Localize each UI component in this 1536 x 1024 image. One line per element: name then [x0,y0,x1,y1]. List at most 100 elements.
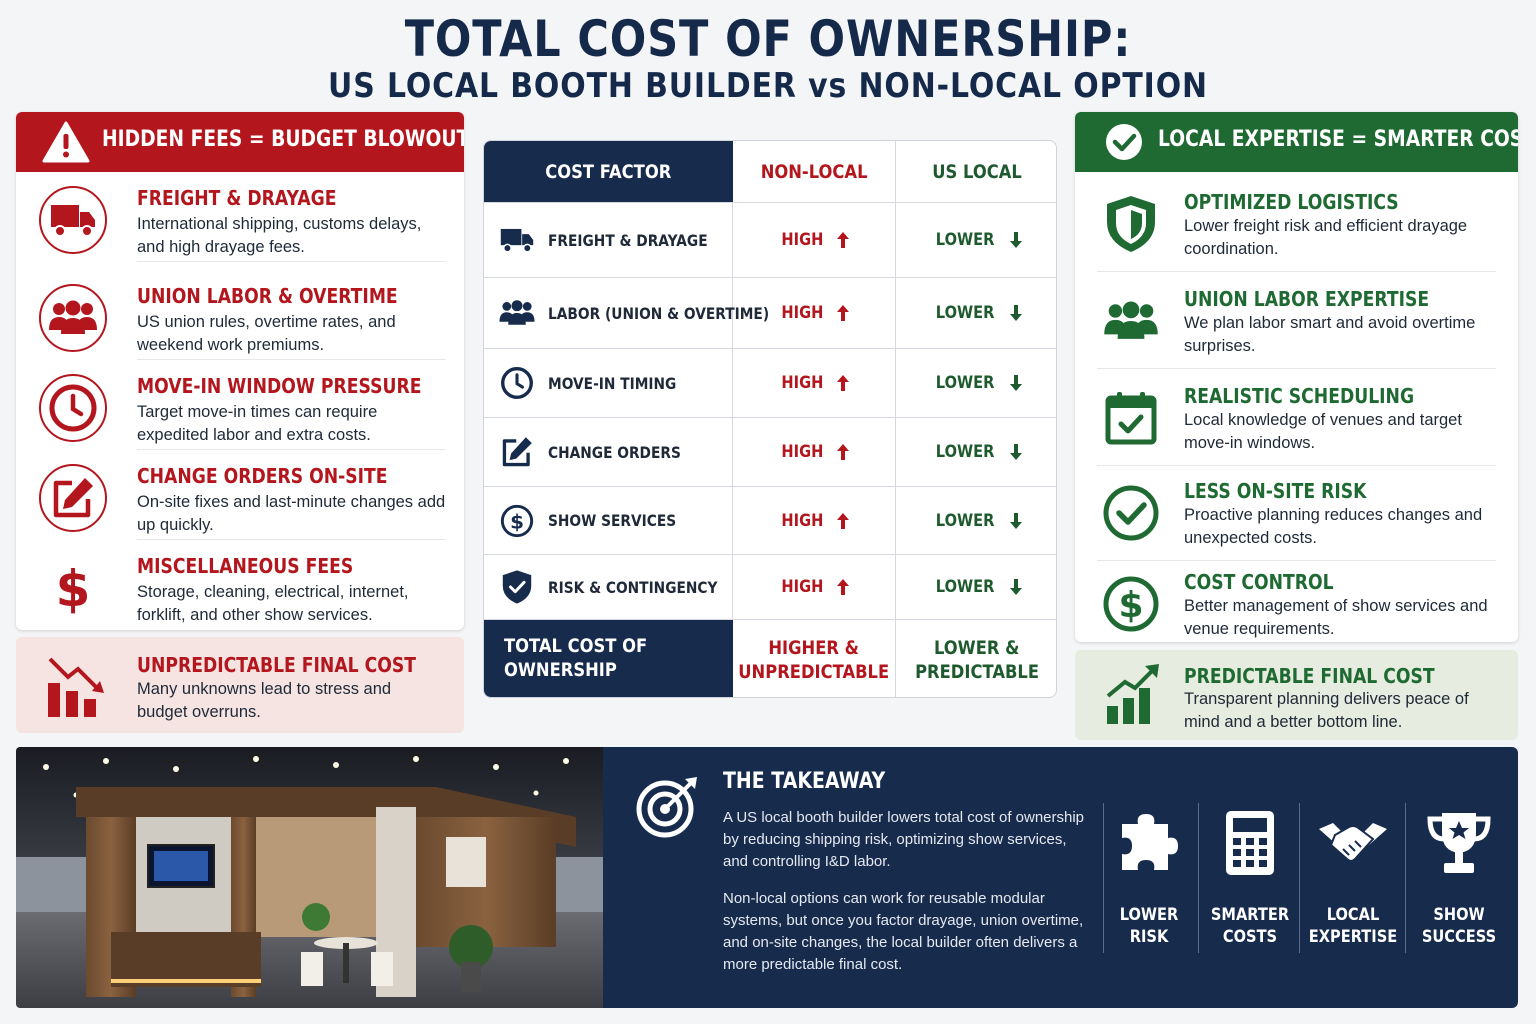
us-local-value: LOWER [935,577,995,597]
hidden-fees-header-text: HIDDEN FEES = BUDGET BLOWOUT [102,127,464,152]
chart-up-icon [1106,664,1159,724]
shield-check-icon [498,569,536,605]
non-local-value: HIGH [781,577,823,597]
arrow-up-icon [837,579,850,595]
header-us-local: US LOCAL [932,160,1022,183]
warning-icon [42,121,90,163]
list-item: FREIGHT & DRAYAGE International shipping… [16,172,464,262]
arrow-up-icon [837,512,850,529]
local-expertise-panel: LOCAL EXPERTISE = SMARTER COST OPTIMIZED… [1075,112,1518,642]
item-desc: Many unknowns lead to stress and budget … [137,680,392,721]
dollar-icon: $ [56,560,91,616]
people-icon [498,295,536,331]
badge-local-expertise: LOCAL EXPERTISE [1301,802,1405,952]
table-row: RISK & CONTINGENCY HIGH LOWER [484,555,1056,620]
row-label: MOVE-IN TIMING [548,373,677,393]
list-item: REALISTIC SCHEDULING Local knowledge of … [1075,374,1518,466]
takeaway-title: THE TAKEAWAY [723,769,886,794]
row-label: RISK & CONTINGENCY [548,577,718,597]
item-title: COST CONTROL [1184,570,1334,594]
calendar-check-icon [1105,392,1157,445]
non-local-value: HIGH [781,442,823,462]
predictable-cost-box: PREDICTABLE FINAL COST Transparent plann… [1075,650,1518,740]
arrow-up-icon [837,232,850,248]
page-subtitle: US LOCAL BOOTH BUILDER vs NON-LOCAL OPTI… [328,66,1208,106]
us-local-value: LOWER [935,510,995,531]
page-title: TOTAL COST OF OWNERSHIP: [404,10,1132,68]
local-expertise-header: LOCAL EXPERTISE = SMARTER COST [1075,112,1518,172]
badge-label: SHOW SUCCESS [1421,905,1497,947]
item-desc: International shipping, customs delays, … [137,215,422,256]
total-us-local: LOWER & [934,636,1020,659]
table-row: CHANGE ORDERS HIGH LOWER [484,418,1056,487]
clock-icon [498,365,536,401]
item-desc: Local knowledge of venues and target mov… [1184,411,1462,452]
table-header-row: COST FACTOR NON-LOCAL US LOCAL [484,141,1056,203]
total-row: TOTAL COST OF OWNERSHIP HIGHER & UNPREDI… [484,620,1056,697]
hidden-fees-header: HIDDEN FEES = BUDGET BLOWOUT [16,112,464,172]
non-local-value: HIGH [781,230,823,250]
takeaway-paragraph-2: Non-local options can work for reusable … [723,890,1084,973]
item-title: UNPREDICTABLE FINAL COST [137,653,416,677]
svg-text:$: $ [510,510,524,533]
item-title: LESS ON-SITE RISK [1184,479,1367,503]
list-item: $ COST CONTROL Better management of show… [1075,560,1518,642]
svg-text:$: $ [1118,585,1143,626]
truck-icon [51,205,95,237]
arrow-down-icon [1010,579,1023,595]
item-desc: On-site fixes and last-minute changes ad… [137,493,446,534]
unpredictable-cost-box: UNPREDICTABLE FINAL COST Many unknowns l… [16,637,464,733]
list-item: MOVE-IN WINDOW PRESSURE Target move-in t… [16,360,464,450]
item-title: UNION LABOR & OVERTIME [137,284,398,308]
arrow-down-icon [1010,232,1023,248]
total-label-2: OWNERSHIP [504,659,617,681]
check-circle-icon [1103,485,1159,541]
clock-icon [49,384,97,432]
cost-comparison-table: COST FACTOR NON-LOCAL US LOCAL FREIGHT &… [483,140,1057,698]
row-label: SHOW SERVICES [548,511,677,530]
truck-icon [498,222,536,258]
dollar-icon: $ [1103,576,1159,632]
takeaway-paragraph-1: A US local booth builder lowers total co… [723,809,1085,870]
booth-photo [16,747,603,1008]
item-desc: Target move-in times can require expedit… [137,403,378,444]
arrow-up-icon [837,305,850,321]
badge-label: SMARTER COSTS [1210,905,1290,947]
list-item: $ MISCELLANEOUS FEES Storage, cleaning, … [16,540,464,630]
badge-lower-risk: LOWER RISK [1097,802,1201,952]
table-row: MOVE-IN TIMING HIGH LOWER [484,349,1056,418]
badge-smarter-costs: SMARTER COSTS [1198,802,1302,952]
list-item: LESS ON-SITE RISK Proactive planning red… [1075,469,1518,561]
table-row: $ SHOW SERVICES HIGH LOWER [484,487,1056,555]
list-item: UNION LABOR & OVERTIME US union rules, o… [16,270,464,360]
item-title: OPTIMIZED LOGISTICS [1184,190,1399,214]
handshake-icon [1319,823,1387,862]
shield-icon [1107,196,1155,252]
arrow-down-icon [1010,375,1023,391]
badge-label: LOCAL EXPERTISE [1308,905,1398,947]
item-desc: US union rules, overtime rates, and week… [137,313,396,354]
puzzle-icon [1122,814,1178,870]
us-local-value: LOWER [935,303,995,323]
item-desc: Transparent planning delivers peace of m… [1184,690,1469,731]
chart-down-icon [48,657,104,717]
us-local-value: LOWER [935,442,995,462]
people-icon [1104,301,1158,339]
edit-icon [498,434,536,470]
header-cost-factor: COST FACTOR [545,160,672,183]
arrow-up-icon [837,375,850,391]
hidden-fees-panel: HIDDEN FEES = BUDGET BLOWOUT FREIGHT & D… [16,112,464,630]
item-title: MOVE-IN WINDOW PRESSURE [137,374,422,398]
badge-show-success: SHOW SUCCESS [1407,802,1511,952]
item-title: MISCELLANEOUS FEES [137,554,354,578]
item-title: PREDICTABLE FINAL COST [1184,664,1435,688]
item-title: CHANGE ORDERS ON-SITE [137,464,388,488]
arrow-down-icon [1010,444,1023,460]
non-local-value: HIGH [781,303,823,323]
list-item: CHANGE ORDERS ON-SITE On-site fixes and … [16,450,464,540]
dollar-icon: $ [498,503,536,539]
row-label: FREIGHT & DRAYAGE [548,230,708,250]
local-expertise-header-text: LOCAL EXPERTISE = SMARTER COST [1158,127,1518,152]
item-desc: Storage, cleaning, electrical, internet,… [137,583,409,624]
badge-label: LOWER RISK [1119,905,1179,947]
